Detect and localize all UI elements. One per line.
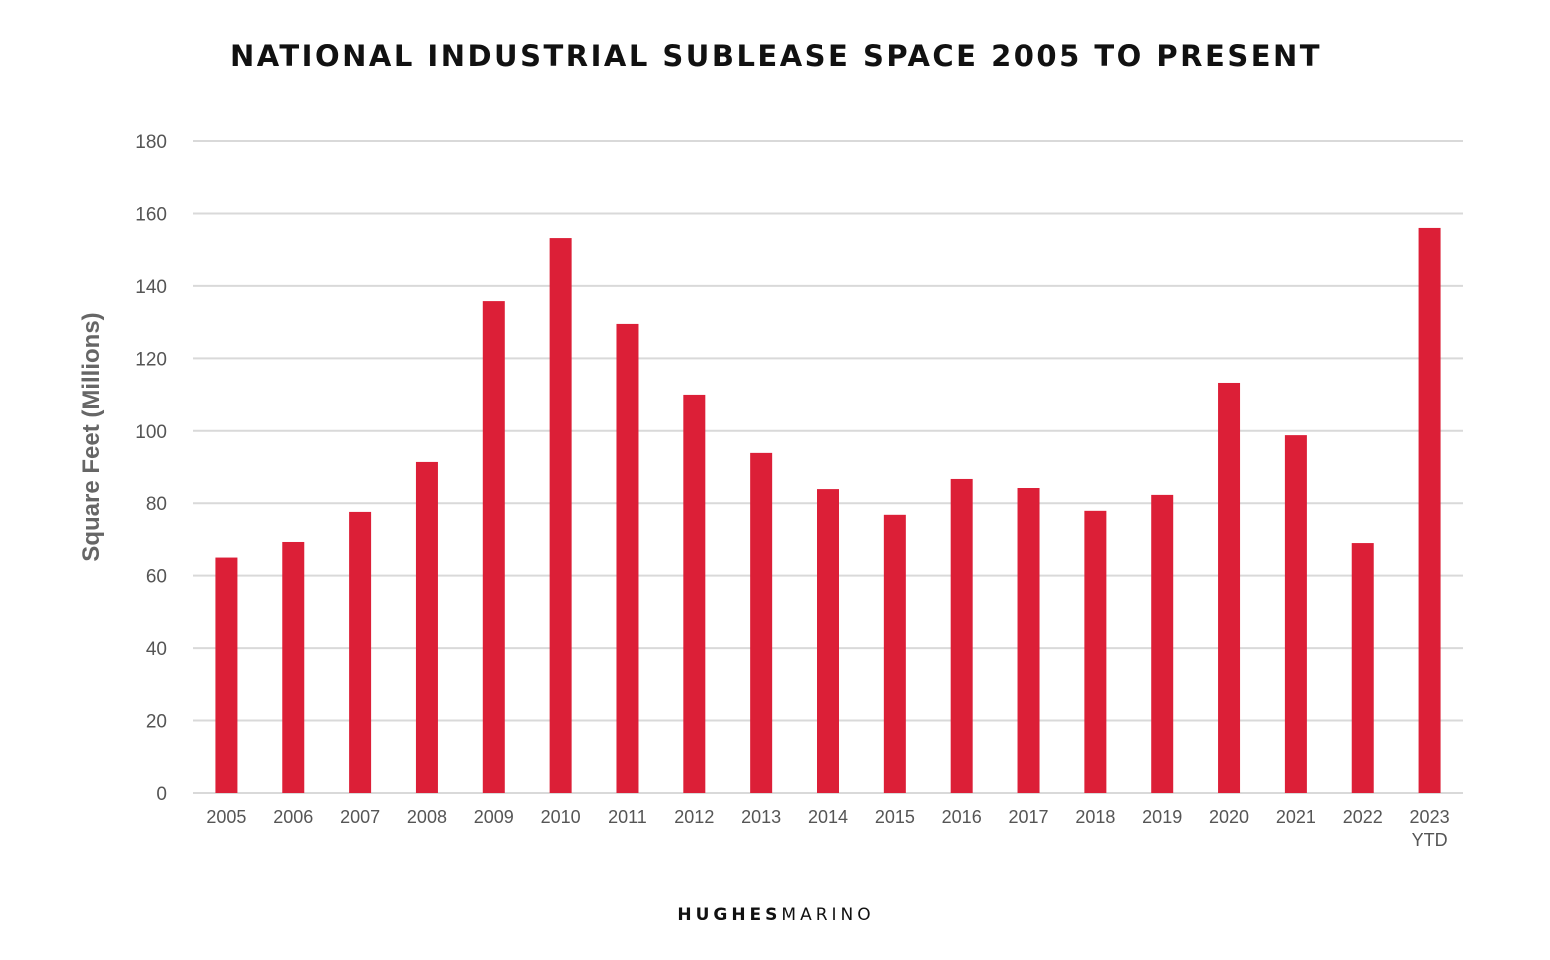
x-tick-label: 2016 [942,807,982,827]
x-tick-label: 2009 [474,807,514,827]
bar-2015 [883,514,906,793]
x-tick-label: 2020 [1209,807,1249,827]
chart-title: NATIONAL INDUSTRIAL SUBLEASE SPACE 2005 … [230,39,1322,73]
bar-2019 [1151,494,1174,793]
bar-2012 [683,394,706,793]
x-tick-sublabel: YTD [1412,830,1448,850]
x-tick-label: 2013 [741,807,781,827]
bar-2017 [1017,488,1040,793]
y-tick-label: 60 [146,567,167,588]
logo-light: MARINO [781,905,874,925]
x-tick-label: 2007 [340,807,380,827]
bar-2016 [950,478,973,793]
y-axis-label: Square Feet (Millions) [78,312,105,561]
y-tick-label: 160 [135,204,167,225]
bar-2020 [1218,382,1241,793]
x-tick-label: 2011 [608,807,647,827]
bar-2023 [1418,227,1441,793]
bar-2006 [282,541,305,793]
y-tick-label: 40 [146,639,167,660]
x-tick-label: 2023 [1410,807,1450,827]
x-tick-label: 2021 [1276,807,1316,827]
bar-2009 [482,301,505,793]
logo-bold: HUGHES [677,905,781,925]
x-tick-label: 2019 [1142,807,1182,827]
bar-2013 [750,452,773,793]
bar-2014 [817,489,839,793]
x-tick-label: 2008 [407,807,447,827]
bar-2010 [549,238,572,793]
footer-logo: HUGHESMARINO [677,905,874,925]
bar-2008 [415,461,438,793]
x-tick-label: 2006 [273,807,313,827]
x-tick-label: 2014 [808,807,848,827]
x-tick-label: 2010 [541,807,581,827]
x-tick-label: 2022 [1343,807,1383,827]
y-tick-label: 100 [135,422,167,443]
bar-2011 [616,323,639,793]
bar-2007 [349,511,372,793]
bar-2021 [1284,435,1307,793]
y-tick-label: 20 [146,712,167,733]
y-tick-label: 120 [135,349,167,370]
y-tick-label: 0 [156,784,167,805]
bar-2005 [215,557,238,793]
bar-2022 [1351,543,1374,793]
x-tick-label: 2005 [206,807,246,827]
x-tick-label: 2017 [1009,807,1049,827]
y-tick-label: 80 [146,494,167,515]
y-tick-label: 180 [135,132,167,153]
x-tick-label: 2015 [875,807,915,827]
x-tick-label: 2012 [674,807,714,827]
bar-2018 [1084,510,1107,793]
y-tick-label: 140 [135,277,167,298]
x-tick-label: 2018 [1075,807,1115,827]
